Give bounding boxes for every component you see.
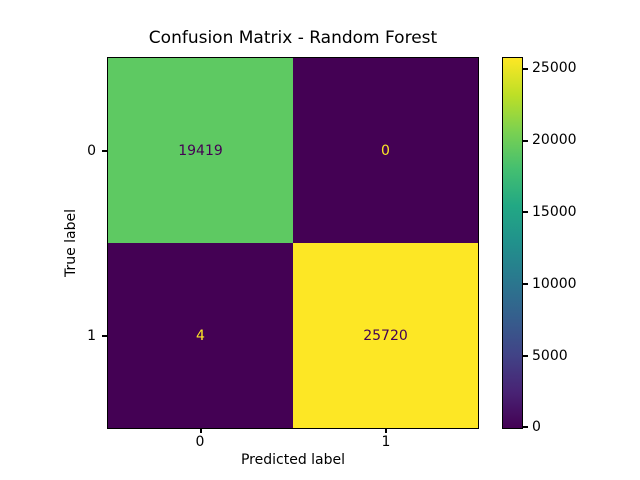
chart-title: Confusion Matrix - Random Forest — [148, 28, 438, 48]
matrix-cell-true0-pred1: 0 — [293, 58, 478, 243]
x-tick-label-0: 0 — [195, 434, 205, 450]
colorbar-tick-label-0: 0 — [532, 419, 541, 435]
colorbar-tick-label-25000: 25000 — [532, 60, 577, 76]
cell-value: 25720 — [363, 327, 408, 344]
colorbar-tick-mark-15000 — [523, 211, 528, 213]
colorbar-tick-label-10000: 10000 — [532, 276, 577, 292]
y-axis-label: True label — [63, 208, 79, 278]
colorbar-tick-label-15000: 15000 — [532, 204, 577, 220]
confusion-matrix-heatmap: 19419 0 4 25720 — [107, 57, 479, 429]
cell-value: 4 — [196, 327, 205, 344]
colorbar-gradient — [502, 57, 523, 429]
matrix-cell-true1-pred1: 25720 — [293, 243, 478, 428]
colorbar-tick-mark-5000 — [523, 355, 528, 357]
y-tick-label-1: 1 — [87, 328, 96, 344]
cell-value: 19419 — [178, 142, 223, 159]
colorbar-tick-mark-0 — [523, 426, 528, 428]
colorbar-tick-label-20000: 20000 — [532, 132, 577, 148]
colorbar-tick-mark-25000 — [523, 68, 528, 70]
cell-value: 0 — [381, 142, 390, 159]
y-tick-mark-1 — [102, 335, 107, 337]
matrix-cell-true1-pred0: 4 — [108, 243, 293, 428]
x-tick-label-1: 1 — [381, 434, 391, 450]
matrix-cell-true0-pred0: 19419 — [108, 58, 293, 243]
colorbar-tick-label-5000: 5000 — [532, 348, 568, 364]
x-tick-mark-1 — [385, 428, 387, 433]
x-tick-mark-0 — [200, 428, 202, 433]
y-tick-mark-0 — [102, 150, 107, 152]
y-tick-label-0: 0 — [87, 143, 96, 159]
x-axis-label: Predicted label — [240, 452, 346, 468]
colorbar-tick-mark-10000 — [523, 283, 528, 285]
colorbar-tick-mark-20000 — [523, 140, 528, 142]
